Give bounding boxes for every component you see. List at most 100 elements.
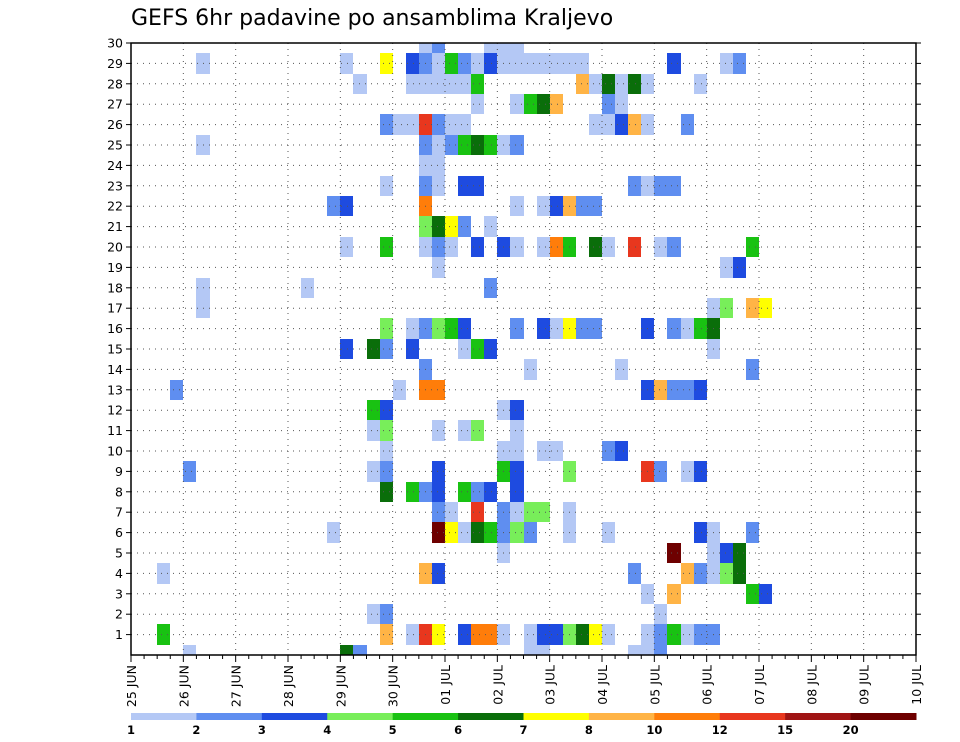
heatmap-cell <box>628 74 641 94</box>
heatmap-cell <box>667 318 681 339</box>
heatmap-cell <box>654 176 667 196</box>
heatmap-cell <box>380 237 393 257</box>
x-tick-label: 29 JUN <box>333 665 348 707</box>
y-tick-label: 4 <box>115 566 123 581</box>
heatmap-cell <box>720 53 733 74</box>
y-tick-label: 26 <box>107 117 123 132</box>
x-tick-label: 04 JUL <box>595 665 610 705</box>
heatmap-cell <box>524 502 537 522</box>
heatmap-cell <box>524 624 537 645</box>
heatmap-cell <box>602 74 615 94</box>
heatmap-cell <box>667 543 681 563</box>
heatmap-cell <box>458 420 471 441</box>
heatmap-cell <box>510 196 524 216</box>
heatmap-cell <box>471 94 484 114</box>
y-tick-label: 19 <box>107 260 123 275</box>
heatmap-cell <box>654 380 667 400</box>
heatmap-cell <box>694 624 707 645</box>
heatmap-cell <box>380 339 393 359</box>
heatmap-cell <box>340 196 353 216</box>
heatmap-cell <box>576 74 589 94</box>
heatmap-cell <box>432 624 445 645</box>
heatmap-cell <box>510 237 524 257</box>
heatmap-cell <box>353 645 367 655</box>
heatmap-cell <box>380 441 393 461</box>
heatmap-cell <box>406 74 419 94</box>
heatmap-cell <box>654 604 667 624</box>
heatmap-cell <box>510 135 524 155</box>
heatmap-cell <box>694 461 707 482</box>
heatmap-cell <box>458 482 471 502</box>
x-tick-label: 08 JUL <box>804 665 819 705</box>
heatmap-cell <box>432 135 445 155</box>
heatmap-cell <box>458 74 471 94</box>
legend-label: 3 <box>258 723 266 737</box>
heatmap-cell <box>524 359 537 380</box>
heatmap-cell <box>406 114 419 135</box>
y-tick-label: 28 <box>107 76 123 91</box>
heatmap-cell <box>445 216 458 237</box>
heatmap-cell <box>432 420 445 441</box>
heatmap-cell <box>654 624 667 645</box>
heatmap-cell <box>615 441 628 461</box>
heatmap-cell <box>471 53 484 74</box>
x-tick-label: 28 JUN <box>281 665 296 707</box>
heatmap-cell <box>183 645 196 655</box>
heatmap-cell <box>445 318 458 339</box>
heatmap-cell <box>380 114 393 135</box>
heatmap-cell <box>615 359 628 380</box>
legend: 1 2 3 4 5 6 7 8 10 12 15 20 <box>127 713 917 737</box>
heatmap-cell <box>510 318 524 339</box>
y-tick-label: 1 <box>115 627 123 642</box>
heatmap-cell <box>393 380 406 400</box>
heatmap-cell <box>367 420 380 441</box>
heatmap-cell <box>654 645 667 655</box>
heatmap-cell <box>432 155 445 176</box>
heatmap-cell <box>157 563 170 584</box>
heatmap-cell <box>602 441 615 461</box>
y-tick-label: 16 <box>107 321 123 336</box>
heatmap-cell <box>720 298 733 318</box>
heatmap-cell <box>759 298 772 318</box>
legend-label: 6 <box>454 723 462 737</box>
heatmap-cell <box>589 196 602 216</box>
heatmap-cell <box>432 318 445 339</box>
heatmap-cell <box>380 318 393 339</box>
heatmap-cell <box>471 135 484 155</box>
heatmap-cell <box>458 624 471 645</box>
y-tick-label: 8 <box>115 484 123 499</box>
heatmap-cell <box>471 624 484 645</box>
y-tick-label: 27 <box>107 97 123 112</box>
heatmap-cell <box>628 237 641 257</box>
heatmap-cell <box>510 482 524 502</box>
x-tick-label: 09 JUL <box>857 665 872 705</box>
heatmap-cell <box>458 114 471 135</box>
heatmap-cell <box>471 502 484 522</box>
heatmap-cell <box>720 257 733 278</box>
heatmap-cell <box>510 400 524 420</box>
heatmap-cell <box>340 237 353 257</box>
heatmap-cell <box>432 237 445 257</box>
legend-label: 15 <box>777 723 793 737</box>
heatmap-cells <box>157 43 772 655</box>
heatmap-cell <box>694 522 707 543</box>
heatmap-cell <box>380 624 393 645</box>
y-tick-label: 2 <box>115 607 123 622</box>
heatmap-cell <box>537 624 550 645</box>
heatmap-cell <box>367 400 380 420</box>
heatmap-cell <box>484 339 497 359</box>
legend-swatch <box>196 713 263 720</box>
heatmap-cell <box>458 522 471 543</box>
x-axis: 25 JUN 26 JUN 27 JUN 28 JUN 29 JUN 30 JUN 01 J… <box>124 655 924 707</box>
heatmap-cell <box>681 563 694 584</box>
heatmap-cell <box>458 176 471 196</box>
heatmap-cell <box>432 563 445 584</box>
heatmap-cell <box>327 196 340 216</box>
y-tick-label: 12 <box>107 403 123 418</box>
heatmap-cell <box>510 53 524 74</box>
legend-label: 20 <box>843 723 859 737</box>
heatmap-cell <box>458 216 471 237</box>
heatmap-cell <box>301 278 314 298</box>
heatmap-cell <box>432 461 445 482</box>
heatmap-cell <box>393 114 406 135</box>
